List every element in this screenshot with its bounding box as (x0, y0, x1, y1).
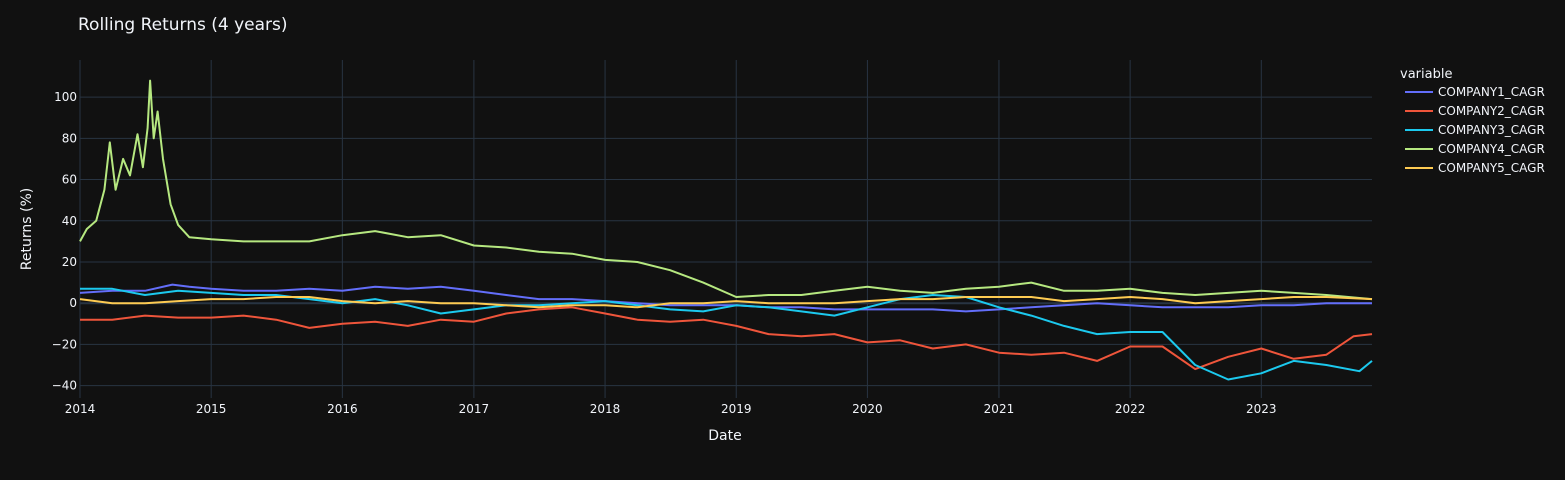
x-tick-label: 2017 (459, 402, 490, 416)
y-tick-label: 0 (69, 296, 77, 310)
y-tick-label: 20 (62, 255, 77, 269)
legend-label: COMPANY2_CAGR (1438, 104, 1545, 118)
x-tick-label: 2014 (65, 402, 96, 416)
legend-label: COMPANY5_CAGR (1438, 161, 1545, 175)
y-tick-label: 80 (62, 131, 77, 145)
series-lines (79, 79, 1373, 381)
y-axis-title: Returns (%) (19, 188, 35, 270)
legend-title: variable (1400, 67, 1452, 82)
x-tick-label: 2019 (721, 402, 752, 416)
x-tick-label: 2016 (327, 402, 358, 416)
series-line-2 (80, 306, 1373, 371)
legend-label: COMPANY4_CAGR (1438, 142, 1545, 156)
y-tick-label: −40 (52, 379, 77, 393)
y-tick-label: 100 (54, 90, 77, 104)
y-tick-label: −20 (52, 337, 77, 351)
x-tick-labels: 2014 2015 2016 2017 2018 2019 2020 2021 2022 2023 (65, 402, 1277, 416)
y-tick-label: 60 (62, 173, 77, 187)
x-tick-label: 2020 (852, 402, 883, 416)
series-line-5 (79, 296, 1373, 309)
x-tick-label: 2023 (1246, 402, 1277, 416)
x-tick-label: 2018 (590, 402, 621, 416)
grid (79, 60, 1372, 398)
series-line-1 (79, 283, 1372, 313)
x-tick-label: 2015 (196, 402, 227, 416)
y-tick-label: 40 (62, 214, 77, 228)
y-tick-labels: −40 −20 0 20 40 60 80 100 (52, 90, 77, 393)
x-tick-label: 2022 (1115, 402, 1146, 416)
chart-title: Rolling Returns (4 years) (78, 15, 288, 35)
x-axis-title: Date (708, 428, 741, 444)
legend-label: COMPANY3_CAGR (1438, 123, 1545, 137)
legend: variable COMPANY1_CAGR COMPANY2_CAGR COMPA… (1400, 67, 1545, 175)
x-tick-label: 2021 (984, 402, 1015, 416)
legend-label: COMPANY1_CAGR (1438, 85, 1545, 99)
series-line-4 (79, 79, 1373, 301)
